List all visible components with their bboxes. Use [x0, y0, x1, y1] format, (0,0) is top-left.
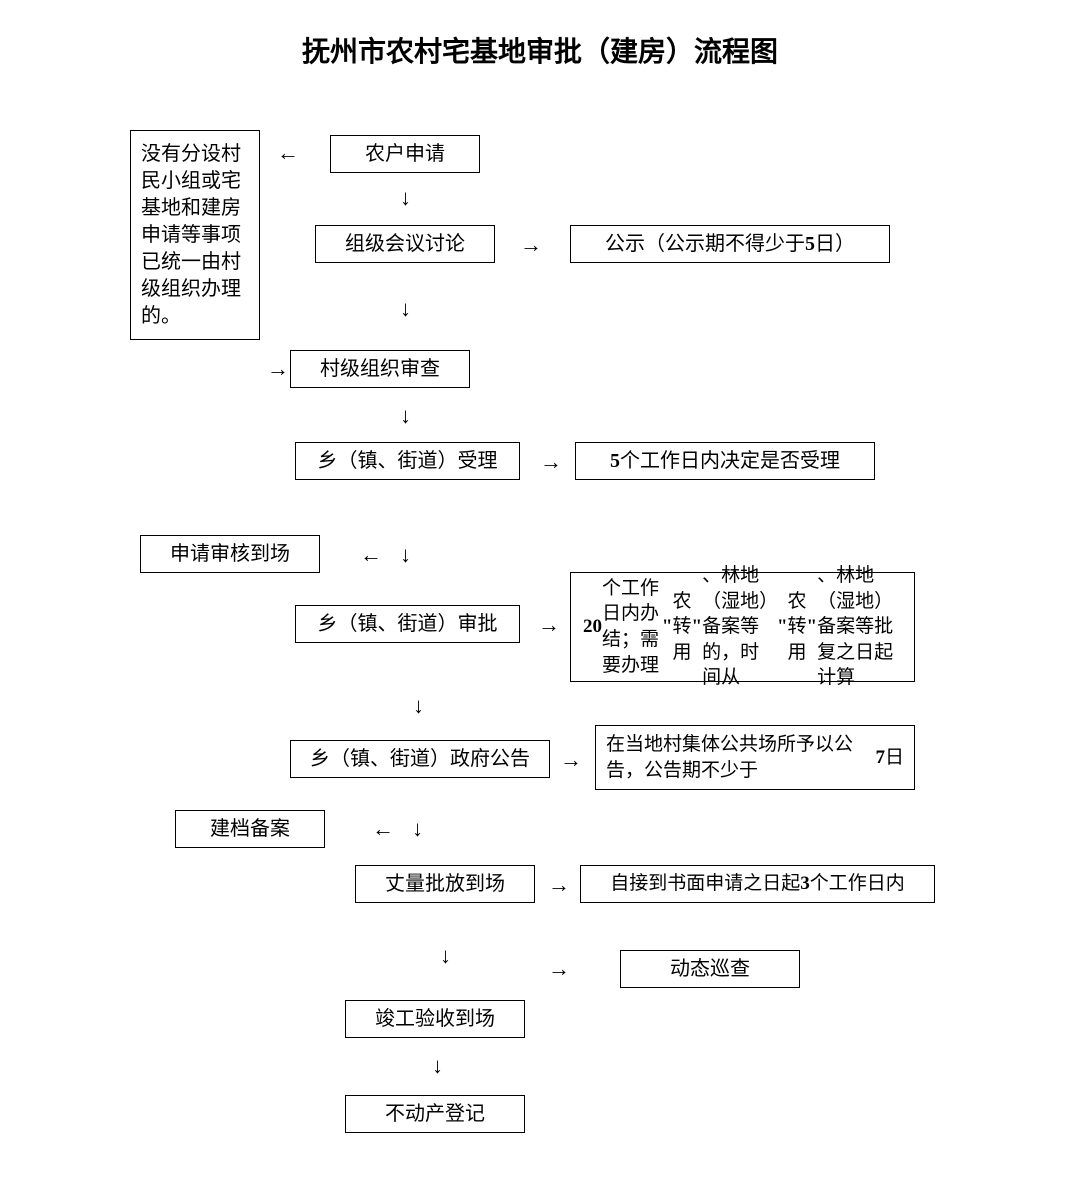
flowchart-arrow-2: →: [520, 234, 542, 256]
flowchart-node-n3: 村级组织审查: [290, 350, 470, 388]
flowchart-node-n6: 乡（镇、街道）政府公告: [290, 740, 550, 778]
flowchart-node-n5l: 申请审核到场: [140, 535, 320, 573]
flowchart-arrow-7: ←: [360, 544, 382, 566]
flowchart-arrow-16: →: [548, 958, 570, 980]
flowchart-arrow-1: ↓: [400, 187, 411, 209]
flowchart-node-n8r: 动态巡查: [620, 950, 800, 988]
flowchart-node-n7: 丈量批放到场: [355, 865, 535, 903]
flowchart-arrow-5: ↓: [400, 405, 411, 427]
flowchart-node-n1: 农户申请: [330, 135, 480, 173]
flowchart-arrow-10: ↓: [413, 695, 424, 717]
flowchart-node-n8: 竣工验收到场: [345, 1000, 525, 1038]
flowchart-arrow-6: →: [540, 451, 562, 473]
flowchart-node-n7l: 建档备案: [175, 810, 325, 848]
flowchart-arrow-4: →: [267, 358, 289, 380]
page-title: 抚州市农村宅基地审批（建房）流程图: [0, 30, 1080, 70]
flowchart-node-n5: 乡（镇、街道）审批: [295, 605, 520, 643]
flowchart-node-n4r: 5个工作日内决定是否受理: [575, 442, 875, 480]
flowchart-node-n7r: 自接到书面申请之日起3个工作日内: [580, 865, 935, 903]
flowchart-arrow-15: ↓: [440, 945, 451, 967]
flowchart-arrow-0: ←: [277, 142, 299, 164]
flowchart-arrow-14: →: [548, 874, 570, 896]
flowchart-arrow-8: ↓: [400, 544, 411, 566]
flowchart-node-n9: 不动产登记: [345, 1095, 525, 1133]
flowchart-node-n6r: 在当地村集体公共场所予以公告，公告期不少于7日: [595, 725, 915, 790]
flowchart-arrow-13: ↓: [412, 818, 423, 840]
flowchart-node-n4: 乡（镇、街道）受理: [295, 442, 520, 480]
flowchart-node-side_note: 没有分设村民小组或宅基地和建房申请等事项已统一由村级组织办理的。: [130, 130, 260, 340]
flowchart-arrow-12: ←: [372, 818, 394, 840]
flowchart-arrow-17: ↓: [432, 1055, 443, 1077]
flowchart-node-n2r: 公示（公示期不得少于5日）: [570, 225, 890, 263]
flowchart-arrow-9: →: [538, 614, 560, 636]
flowchart-arrow-3: ↓: [400, 298, 411, 320]
flowchart-node-n5r: 20个工作日内办结；需要办理"农转用"、林地（湿地）备案等的，时间从"农转用"、…: [570, 572, 915, 682]
flowchart-node-n2: 组级会议讨论: [315, 225, 495, 263]
flowchart-arrow-11: →: [560, 749, 582, 771]
